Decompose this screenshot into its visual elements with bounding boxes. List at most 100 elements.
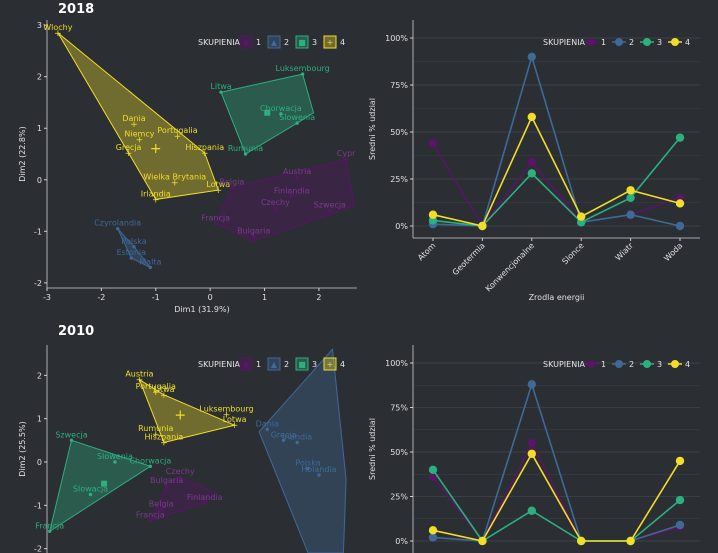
legend-label-lines-0-4: 4 <box>685 38 690 47</box>
point-marker-0-2: + <box>136 136 144 146</box>
legend-symbol-0-1: ● <box>243 38 250 47</box>
series-point-0-3-2 <box>527 169 536 178</box>
ytick-label-scatter-0--1: -1 <box>34 227 42 236</box>
series-line-0-3 <box>432 137 681 227</box>
legend-label-lines-1-3: 3 <box>657 360 662 369</box>
series-point-0-1-2 <box>527 157 536 167</box>
legend-label-scatter-0-3: 3 <box>312 38 317 47</box>
series-point-1-2-2 <box>527 380 536 389</box>
point-label-0-16: Finlandia <box>274 186 310 195</box>
series-point-0-4-5 <box>675 199 685 208</box>
point-label-0-4: Grecja <box>116 143 142 152</box>
series-point-1-4-3 <box>577 536 586 546</box>
legend-key-scatter-1-1 <box>239 357 253 371</box>
point-marker-0-3: + <box>174 132 182 142</box>
point-marker-1-0: + <box>136 376 144 386</box>
point-label-1-3: Luksembourg <box>199 404 253 413</box>
point-marker-1-2: + <box>160 391 168 401</box>
ytick-label-lines-0-4: 100% <box>385 34 408 43</box>
xtick-label-lines-0-5: Woda <box>662 241 684 263</box>
point-label-0-11: Chorwacja <box>260 104 302 113</box>
legend-title-scatter-1: SKUPIENIA <box>198 360 241 369</box>
legend-key-scatter-0-1 <box>239 35 253 49</box>
series-line-1-2 <box>432 381 681 542</box>
xlabel-scatter-0: Dim1 (31.9%) <box>174 305 229 314</box>
legend-dot-lines-1-1 <box>587 360 595 368</box>
point-label-0-3: Portugalia <box>157 126 197 135</box>
series-point-0-2-4 <box>626 210 635 219</box>
legend-dot-lines-0-2 <box>615 38 623 46</box>
legend-label-scatter-1-4: 4 <box>340 360 345 369</box>
legend-symbol-0-3: ■ <box>298 38 306 47</box>
ytick-label-scatter-1-1: 1 <box>37 415 42 424</box>
legend-symbol-1-4: + <box>327 360 334 369</box>
ytick-label-scatter-1--1: -1 <box>34 501 42 510</box>
point-marker-0-17 <box>328 208 332 213</box>
point-marker-0-22 <box>116 227 120 231</box>
point-label-0-13: Rumunia <box>228 144 263 153</box>
series-point-1-2-5 <box>675 520 685 530</box>
point-marker-0-8: + <box>215 186 223 196</box>
series-point-1-3-0 <box>428 465 438 474</box>
point-label-0-0: Wlochy <box>43 23 72 32</box>
point-marker-1-19 <box>203 501 207 505</box>
point-marker-0-24 <box>129 256 133 260</box>
point-label-1-5: Rumunia <box>138 424 173 433</box>
point-marker-0-0: + <box>54 29 62 39</box>
point-label-0-9: Luksembourg <box>276 64 330 73</box>
legend-dot-lines-0-1 <box>587 38 595 46</box>
point-label-0-10: Litwa <box>210 82 231 91</box>
point-label-1-16: Holandia <box>301 465 336 474</box>
point-marker-0-14 <box>344 157 348 161</box>
point-marker-0-9 <box>300 72 305 76</box>
ytick-label-lines-1-0: 0% <box>395 537 408 546</box>
series-point-1-4-4 <box>626 536 635 546</box>
legend-title-scatter-0: SKUPIENIA <box>198 38 241 47</box>
legend-key-scatter-1-4 <box>323 357 337 371</box>
series-point-1-2-0 <box>428 533 438 542</box>
point-label-1-4: Lotwa <box>223 415 247 424</box>
point-label-0-23: Polska <box>121 237 146 246</box>
point-label-0-20: Bulgaria <box>237 226 270 235</box>
ytick-label-lines-0-1: 25% <box>390 175 408 184</box>
ytick-label-lines-1-3: 75% <box>390 404 408 413</box>
point-marker-0-6: + <box>171 178 179 188</box>
xtick-label-lines-0-1: Geotermia <box>451 241 487 277</box>
point-marker-0-7: + <box>152 195 160 205</box>
ytick-label-scatter-0--2: -2 <box>34 279 42 288</box>
series-point-0-1-0 <box>428 139 438 148</box>
centroid-0-0: + <box>150 141 162 157</box>
cluster-hull-1-1 <box>48 439 152 533</box>
legend-symbol-1-3: ■ <box>298 360 306 369</box>
xtick-label-scatter-0--1: -1 <box>152 293 160 302</box>
point-label-0-2: Niemcy <box>124 130 154 139</box>
ytick-label-lines-0-3: 75% <box>390 81 408 90</box>
point-marker-1-8 <box>113 460 117 464</box>
point-label-1-13: Grecja <box>271 430 297 439</box>
point-label-1-2: Litwa <box>153 385 174 394</box>
xtick-label-scatter-0-0: 0 <box>208 293 213 302</box>
cluster-hull-1-3 <box>258 348 347 553</box>
series-point-0-4-0 <box>428 210 438 219</box>
point-label-0-15: Austria <box>283 167 311 176</box>
ylabel-lines-1: Sredni % udzial <box>368 418 377 480</box>
legend-key-scatter-0-4 <box>323 35 337 49</box>
ytick-label-lines-1-2: 50% <box>390 448 408 457</box>
point-label-0-6: Wielka Brytania <box>143 172 206 181</box>
point-label-1-21: Francja <box>136 511 165 520</box>
point-label-0-18: Belgia <box>219 178 244 187</box>
point-marker-0-25 <box>148 265 153 270</box>
xtick-label-scatter-0-2: 2 <box>316 293 321 302</box>
ytick-label-scatter-0-3: 3 <box>37 21 42 30</box>
series-point-1-1-2 <box>527 438 536 448</box>
legend-label-lines-1-4: 4 <box>685 360 690 369</box>
legend-key-scatter-0-3 <box>295 35 309 49</box>
series-point-1-3-5 <box>675 495 685 505</box>
point-marker-1-1: + <box>152 388 160 398</box>
point-marker-0-16 <box>290 194 294 198</box>
legend-label-scatter-1-2: 2 <box>284 360 289 369</box>
series-point-0-4-2 <box>527 112 536 122</box>
point-label-1-11: Francja <box>35 521 64 530</box>
point-marker-0-15 <box>295 175 299 179</box>
